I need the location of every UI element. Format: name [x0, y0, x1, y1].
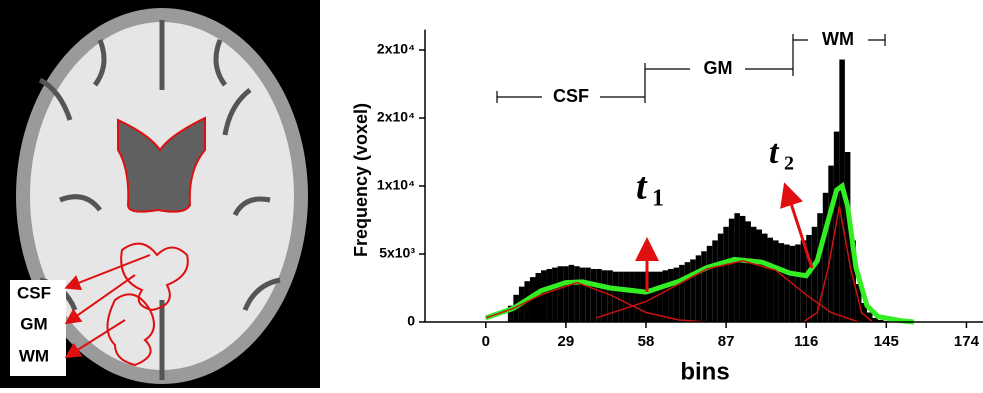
threshold-label: t	[769, 134, 780, 171]
panel-label: CSF	[17, 283, 51, 302]
y-tick-label: 0	[407, 313, 415, 329]
x-tick-label: 87	[718, 333, 735, 350]
threshold-subscript: 1	[652, 186, 664, 212]
panel-label: WM	[19, 346, 49, 365]
bar	[795, 244, 801, 322]
bar	[712, 240, 718, 322]
x-tick-label: 116	[794, 333, 818, 350]
bar	[685, 262, 691, 322]
threshold-subscript: 2	[784, 153, 794, 175]
bar	[574, 266, 580, 322]
bar	[618, 272, 624, 322]
bar	[624, 272, 630, 322]
annotation: CSF	[553, 86, 589, 106]
threshold-label: t	[636, 166, 648, 208]
bar	[745, 221, 751, 322]
y-axis-label: Frequency (voxel)	[351, 103, 371, 257]
bar	[596, 269, 602, 322]
bar	[740, 216, 746, 322]
y-tick-label: 1x10⁴	[377, 177, 415, 193]
bar	[591, 269, 597, 322]
mri-panel: CSF GM WM	[0, 0, 320, 388]
x-tick-label: 0	[482, 333, 490, 350]
bar	[690, 259, 696, 322]
x-tick-label: 174	[954, 333, 980, 350]
bar	[563, 266, 569, 322]
y-tick-label: 5x10³	[379, 245, 415, 261]
bar	[784, 244, 790, 322]
bar	[768, 238, 774, 322]
y-tick-label: 2x10⁴	[377, 41, 415, 57]
bar	[558, 266, 564, 322]
bar	[723, 227, 729, 322]
bar	[569, 265, 575, 322]
bar	[552, 268, 558, 322]
bar	[756, 230, 762, 322]
x-tick-label: 58	[638, 333, 655, 350]
x-tick-label: 29	[558, 333, 575, 350]
bar	[668, 269, 674, 322]
bar	[674, 268, 680, 322]
chart: 0 5x10³ 1x10⁴ 2x10⁴ 2x10⁴ 0 29 58 87 116 145 174 Fr…	[351, 29, 983, 386]
y-tick-label: 2x10⁴	[377, 109, 415, 125]
bar	[663, 270, 669, 322]
bar	[707, 246, 713, 322]
bar	[629, 272, 635, 322]
panel-label: GM	[20, 314, 47, 333]
bar	[580, 268, 586, 322]
bar	[679, 265, 685, 322]
bar	[734, 213, 740, 322]
bar	[751, 227, 757, 322]
bar	[773, 240, 779, 322]
bar	[635, 272, 641, 322]
bar	[779, 243, 785, 322]
bar	[541, 270, 547, 322]
page: {"panel_labels": ["CSF", "GM", "WM"], "c…	[0, 0, 983, 388]
bar	[701, 251, 707, 322]
annotation: WM	[822, 29, 854, 49]
figure: CSF GM WM 05x10³1x10⁴2x10⁴2x10⁴029588711…	[0, 0, 983, 388]
bar	[585, 268, 591, 322]
plot: 0 5x10³ 1x10⁴ 2x10⁴ 2x10⁴ 0 29 58 87 116 145 174	[377, 30, 983, 350]
bar	[812, 227, 818, 322]
bar	[823, 193, 829, 322]
bar	[762, 234, 768, 322]
x-axis-label: bins	[680, 358, 729, 385]
bar	[718, 234, 724, 322]
bar	[696, 255, 702, 322]
bar	[547, 269, 553, 322]
x-tick-label: 145	[874, 333, 899, 350]
annotation: GM	[704, 58, 733, 78]
bar	[834, 132, 840, 322]
bar	[640, 272, 646, 322]
bar	[801, 240, 807, 322]
bar	[729, 219, 735, 322]
